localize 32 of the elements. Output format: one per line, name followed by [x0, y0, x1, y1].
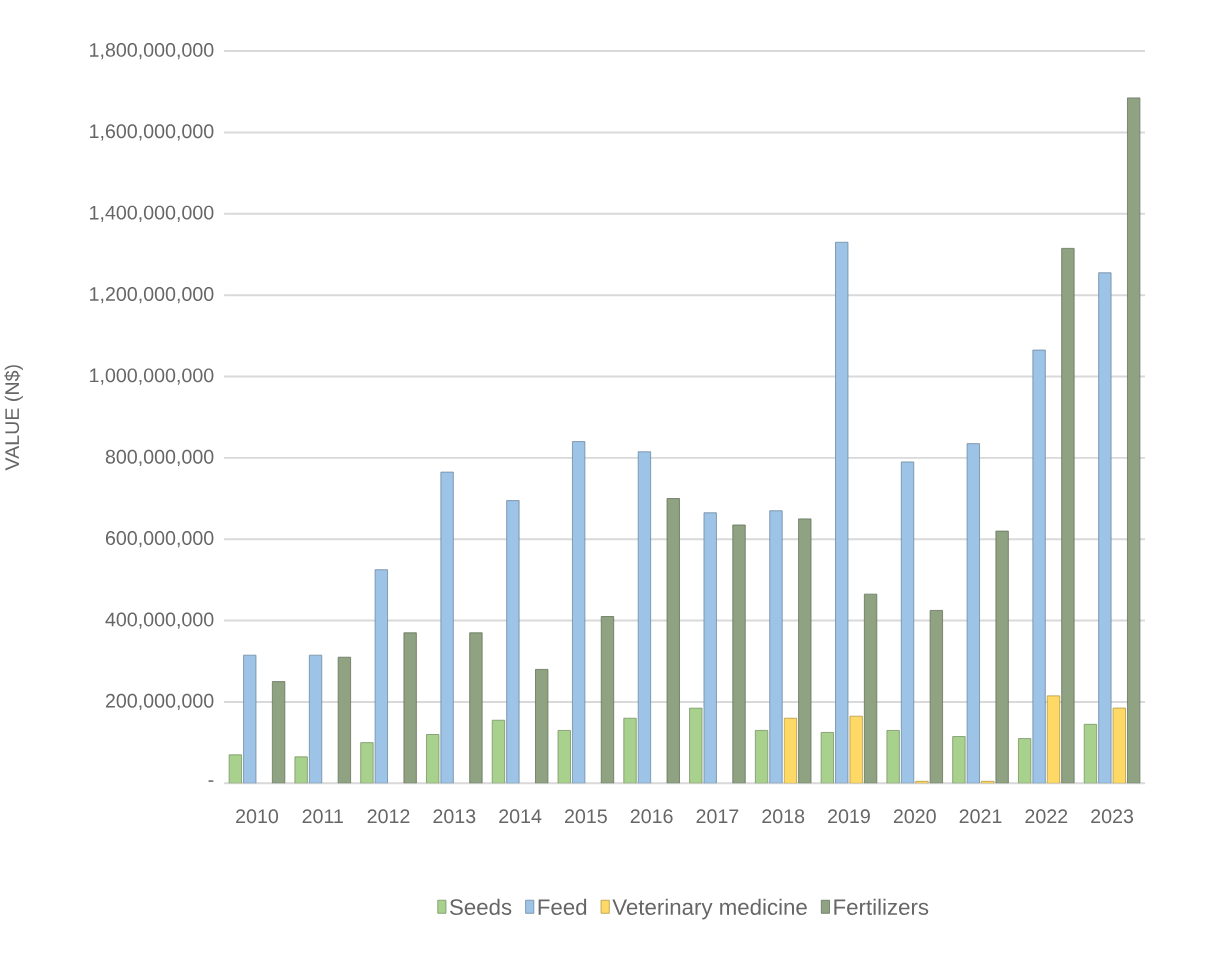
y-tick-label: 1,800,000,000	[90, 43, 214, 60]
x-tick-label: 2015	[564, 809, 607, 824]
y-tick-label: 200,000,000	[105, 694, 214, 711]
y-tick-label: -	[208, 780, 214, 783]
y-tick-label: 1,600,000,000	[90, 124, 214, 141]
x-tick-label: 2020	[893, 809, 936, 824]
y-axis-title: VALUE (N$)	[4, 365, 23, 471]
y-tick-label: 600,000,000	[105, 531, 214, 548]
y-tick-label: 1,200,000,000	[90, 287, 214, 304]
x-tick-label: 2016	[630, 809, 673, 824]
x-tick-label: 2014	[499, 809, 542, 824]
bar	[623, 718, 637, 784]
bar	[732, 524, 746, 784]
x-tick-label: 2023	[1091, 809, 1134, 824]
x-tick-label: 2012	[367, 809, 410, 824]
x-tick-label: 2019	[828, 809, 870, 824]
x-tick-label: 2013	[433, 809, 476, 824]
legend-label: Veterinary medicine	[612, 898, 807, 920]
legend-label: Fertilizers	[834, 898, 929, 916]
x-tick-label: 2018	[762, 809, 805, 824]
bar	[769, 510, 783, 784]
y-tick-label: 1,400,000,000	[90, 205, 214, 223]
y-tick-label: 400,000,000	[105, 612, 214, 629]
x-tick-label: 2017	[696, 809, 739, 824]
x-tick-label: 2022	[1025, 809, 1068, 824]
x-tick-label: 2010	[236, 809, 279, 824]
legend-label: Feed	[538, 898, 587, 916]
y-tick-label: 800,000,000	[105, 449, 214, 467]
x-tick-label: 2011	[302, 809, 343, 824]
y-tick-label: 1,000,000,000	[90, 368, 214, 385]
x-tick-label: 2021	[959, 809, 1002, 824]
legend-label: Seeds	[449, 898, 512, 916]
